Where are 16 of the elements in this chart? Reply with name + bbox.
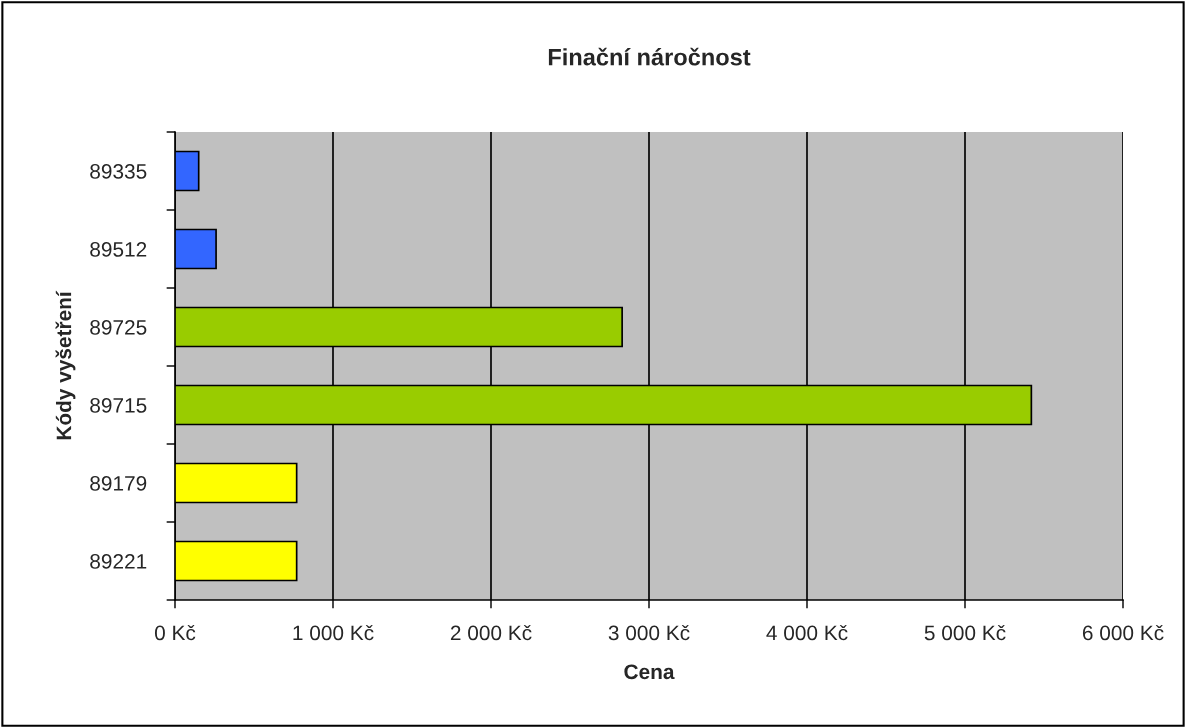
x-tick-label: 5 000 Kč [924, 624, 1006, 641]
x-tick-label: 1 000 Kč [293, 624, 374, 641]
x-tick-label: 4 000 Kč [766, 624, 848, 641]
y-tick-label: 89725 [90, 320, 147, 335]
y-tick-label: 89221 [90, 554, 147, 569]
y-tick-label: 89512 [90, 242, 147, 257]
y-tick-label: 89335 [90, 164, 147, 179]
x-tick-label: 2 000 Kč [450, 624, 532, 641]
y-axis-title: Kódy vyšetření [55, 290, 76, 440]
y-tick-label: 89179 [90, 476, 147, 491]
x-tick-label: 0 Kč [154, 624, 196, 641]
x-tick-label: 6 000 Kč [1082, 624, 1164, 641]
y-tick-label: 89715 [90, 398, 147, 413]
chart-title: Finační náročnost [548, 47, 751, 66]
x-axis-title: Cena [624, 664, 675, 680]
x-tick-label: 3 000 Kč [608, 624, 690, 641]
